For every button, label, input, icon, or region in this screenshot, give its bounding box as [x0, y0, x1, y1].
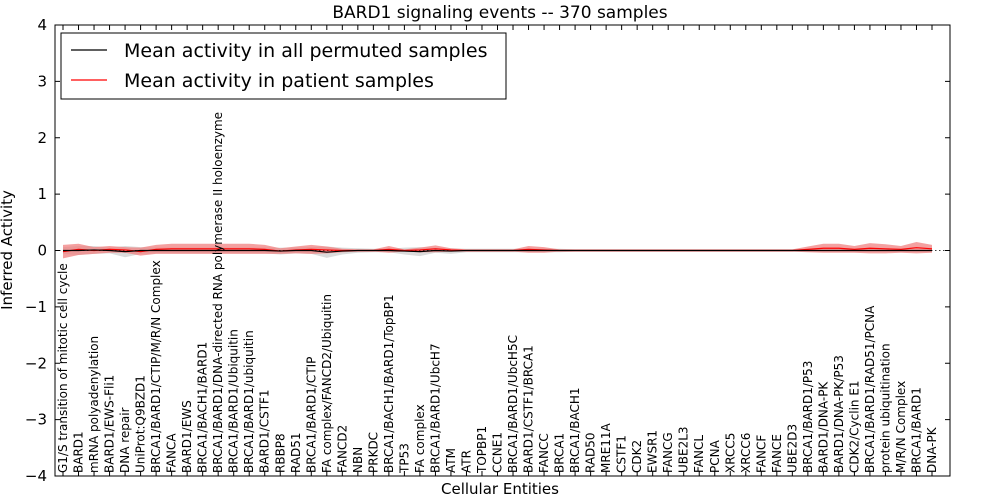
category-label: UBE2L3 [677, 426, 691, 473]
category-label: BRCA1/BARD1/RAD51/PCNA [863, 305, 877, 473]
category-label: mRNA polyadenylation [87, 336, 101, 473]
category-label: FANCF [754, 435, 768, 473]
y-tick-label: 4 [37, 16, 47, 34]
category-label: BRCA1/BARD1 [909, 387, 923, 473]
category-label: DNA repair [118, 407, 132, 473]
category-label: BARD1/EWS-Fli1 [103, 375, 117, 473]
category-label: EWSR1 [646, 430, 660, 473]
category-label: BRCA1 [553, 433, 567, 473]
category-label: BRCA1/BARD1/UbcH7 [428, 343, 442, 473]
category-label: protein ubiquitination [878, 343, 892, 473]
category-label: FANCC [537, 433, 551, 473]
legend: Mean activity in all permuted samples Me… [60, 32, 507, 100]
x-axis [62, 25, 933, 476]
category-label: BARD1/CSTF1 [258, 389, 272, 473]
category-label: MRE11A [599, 422, 613, 473]
category-label: ATM [444, 448, 458, 473]
category-label: BARD1/DNA-PK/P53 [832, 355, 846, 473]
category-label: M/R/N Complex [894, 381, 908, 473]
category-label: FA complex [413, 404, 427, 473]
y-tick-label: 3 [37, 72, 47, 90]
y-tick-label: −1 [25, 298, 47, 316]
category-label: BRCA1/BARD1/CTIP [304, 357, 318, 473]
legend-label-patient: Mean activity in patient samples [124, 70, 434, 92]
category-label: G1/S transition of mitotic cell cycle [56, 263, 70, 473]
category-label: BRCA1/BARD1/CTIP/M/R/N Complex [149, 260, 163, 473]
category-label: UBE2D3 [785, 424, 799, 473]
y-tick-label: 1 [37, 185, 47, 203]
y-tick-label: −4 [25, 467, 47, 485]
category-label: CCNE1 [491, 432, 505, 473]
category-label: UniProt:Q9BZD1 [134, 375, 148, 473]
category-label: XRCC5 [723, 433, 737, 473]
y-tick-label: 2 [37, 129, 47, 147]
category-label: FANCD2 [335, 425, 349, 473]
chart-title: BARD1 signaling events -- 370 samples [332, 3, 667, 23]
category-labels: G1/S transition of mitotic cell cycle BAR… [56, 112, 939, 474]
category-label: BRCA1/BARD1/ubiquitin [242, 330, 256, 473]
category-label: CDK2 [630, 440, 644, 473]
category-label: BRCA1/BACH1/BARD1 [196, 342, 210, 473]
category-label: RAD51 [289, 432, 303, 473]
category-label: ATR [459, 450, 473, 473]
category-label: FANCE [770, 434, 784, 473]
legend-box [60, 32, 507, 100]
category-label: RAD50 [584, 432, 598, 473]
series-line-permuted [63, 249, 932, 253]
category-label: NBN [351, 447, 365, 473]
x-axis-title: Cellular Entities [441, 480, 559, 498]
y-tick-label: −2 [25, 354, 47, 372]
series-lines [62, 247, 933, 253]
y-tick-label: −3 [25, 411, 47, 429]
y-axis-title: Inferred Activity [0, 190, 16, 310]
y-tick-label: 0 [37, 242, 47, 260]
category-label: XRCC6 [739, 433, 753, 473]
category-label: PRKDC [366, 432, 380, 473]
y-axis: 4 3 2 1 0 −1 −2 −3 −4 [25, 16, 950, 485]
category-label: DNA-PK [925, 426, 939, 473]
category-label: RBBP8 [273, 433, 287, 473]
category-label: BRCA1/BARD1/UbcH5C [506, 335, 520, 473]
category-label: BARD1 [72, 431, 86, 473]
category-label: FANCL [692, 435, 706, 473]
category-label: BRCA1/BARD1/Ubiquitin [227, 329, 241, 473]
category-label: TP53 [397, 443, 411, 474]
category-label: TOPBP1 [475, 426, 489, 474]
category-label: CDK2/Cyclin E1 [847, 380, 861, 473]
category-label: FANCG [661, 432, 675, 473]
category-label: FA complex/FANCD2/Ubiquitin [320, 294, 334, 473]
category-label: BRCA1/BACH1/BARD1/TopBP1 [382, 294, 396, 473]
category-label: BARD1/DNA-PK [816, 381, 830, 473]
category-label: FANCA [165, 433, 179, 473]
category-label: BRCA1/BACH1 [568, 387, 582, 473]
category-label: BRCA1/BARD1/P53 [801, 361, 815, 473]
category-label: CSTF1 [615, 435, 629, 473]
category-label: BRCA1/BARD1/DNA-directed RNA polymerase … [211, 112, 225, 473]
category-label: BARD1/EWS [180, 400, 194, 473]
category-label: PCNA [708, 439, 722, 473]
legend-label-permuted: Mean activity in all permuted samples [124, 40, 487, 62]
category-label: BARD1/CSTF1/BRCA1 [522, 345, 536, 473]
